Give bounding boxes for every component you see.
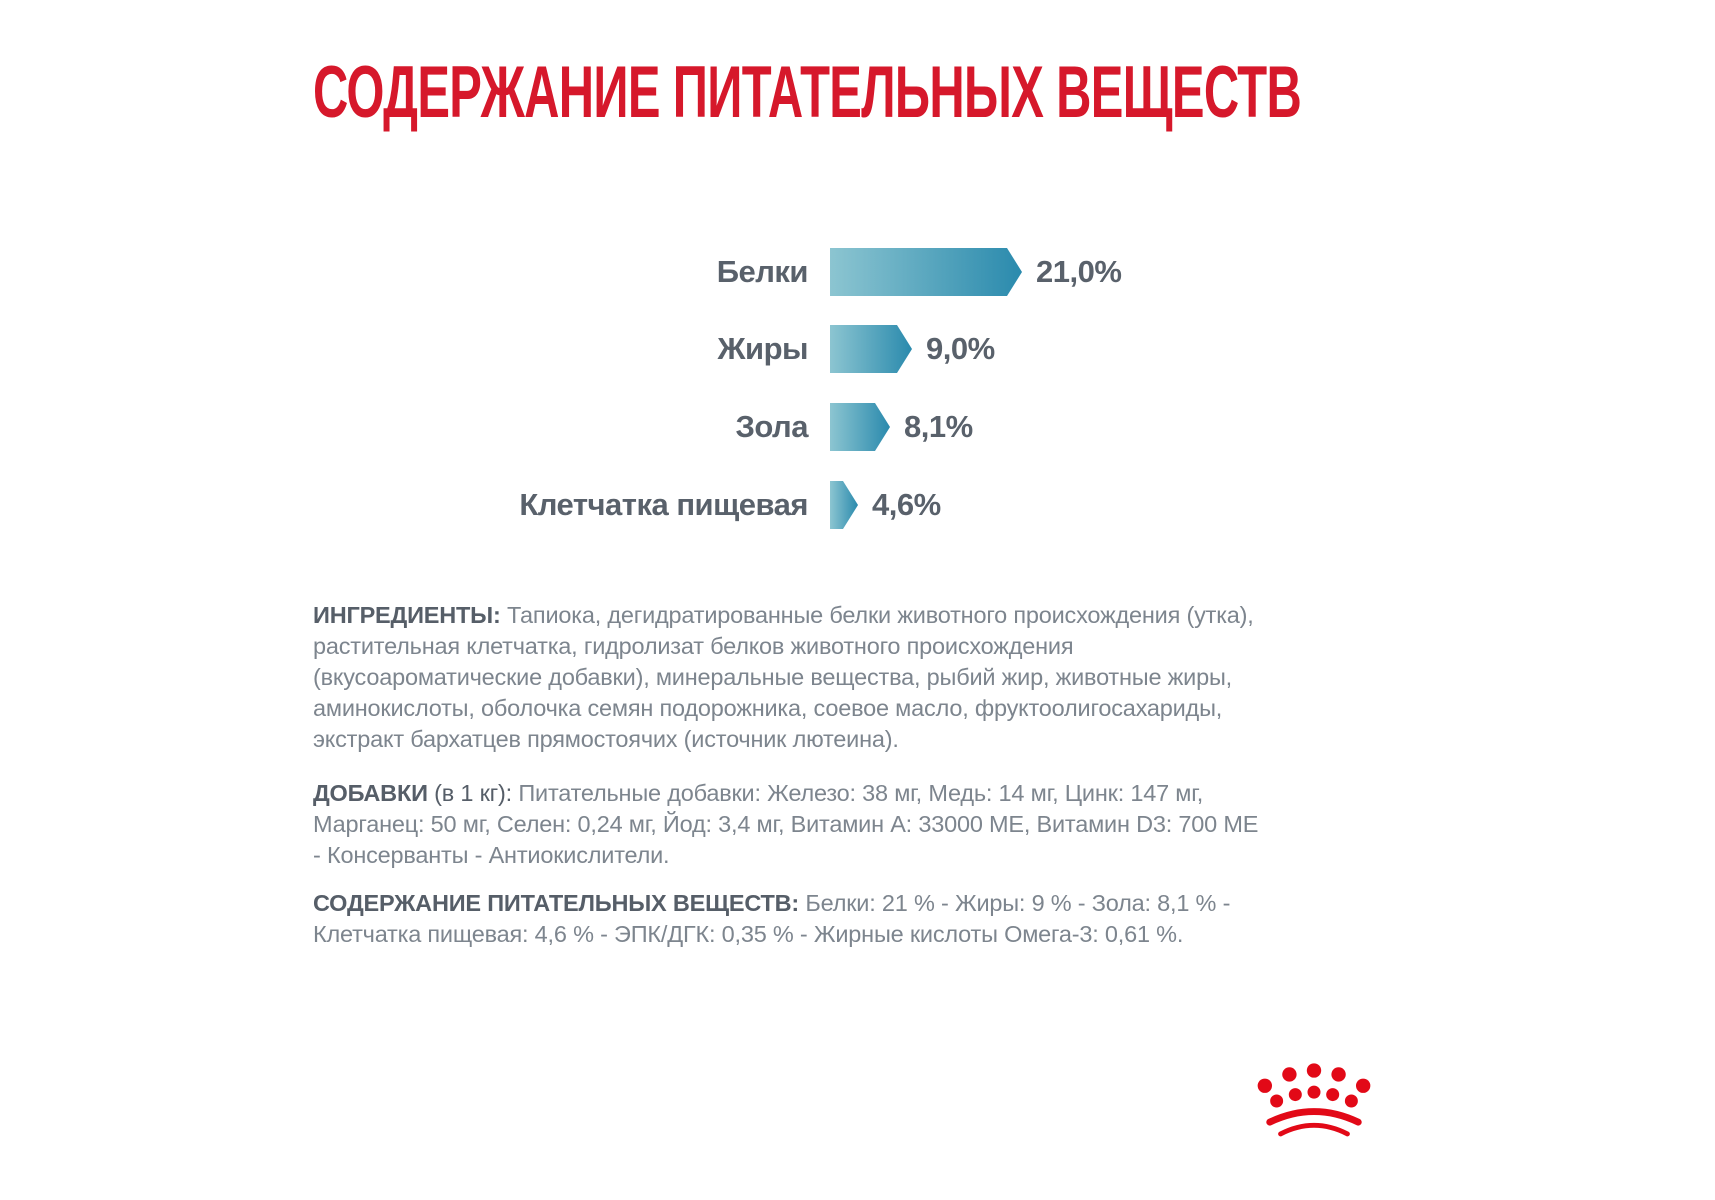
- ingredients-label: ИНГРЕДИЕНТЫ:: [313, 602, 501, 628]
- additives-text: Питательные добавки: Железо: 38 мг, Медь…: [313, 780, 1259, 868]
- page-title-text: СОДЕРЖАНИЕ ПИТАТЕЛЬНЫХ ВЕЩЕСТВ: [313, 52, 1302, 133]
- additives-label: ДОБАВКИ: [313, 780, 428, 806]
- chart-bar-value: 9,0%: [926, 331, 995, 366]
- page-title: СОДЕРЖАНИЕ ПИТАТЕЛЬНЫХ ВЕЩЕСТВ: [313, 52, 1715, 133]
- ingredients-paragraph: ИНГРЕДИЕНТЫ: Тапиока, дегидратированные …: [313, 600, 1263, 755]
- additives-label-suffix: (в 1 кг):: [434, 780, 512, 806]
- chart-bar: [830, 481, 858, 529]
- nutrition-summary-label: СОДЕРЖАНИЕ ПИТАТЕЛЬНЫХ ВЕЩЕСТВ:: [313, 890, 800, 916]
- additives-paragraph: ДОБАВКИ (в 1 кг): Питательные добавки: Ж…: [313, 778, 1263, 871]
- ingredients-text: Тапиока, дегидратированные белки животно…: [313, 602, 1254, 752]
- chart-row: Клетчатка пищевая 4,6%: [313, 481, 941, 529]
- chart-row: Белки 21,0%: [313, 248, 1122, 296]
- chart-bar-value: 8,1%: [904, 409, 973, 444]
- nutrition-summary-text: Белки: 21 % - Жиры: 9 % - Зола: 8,1 % - …: [313, 890, 1231, 947]
- chart-bar: [830, 325, 912, 373]
- chart-row: Жиры 9,0%: [313, 325, 995, 373]
- chart-bar: [830, 403, 890, 451]
- chart-bar-value: 4,6%: [872, 487, 941, 522]
- royal-canin-crown-icon: [1255, 1058, 1373, 1142]
- chart-bar: [830, 248, 1022, 296]
- chart-bar-label: Зола: [735, 409, 808, 444]
- nutrition-summary-paragraph: СОДЕРЖАНИЕ ПИТАТЕЛЬНЫХ ВЕЩЕСТВ: Белки: 2…: [313, 888, 1263, 950]
- chart-row: Зола 8,1%: [313, 403, 973, 451]
- chart-bar-label: Клетчатка пищевая: [519, 487, 808, 522]
- chart-bar-value: 21,0%: [1036, 254, 1122, 289]
- chart-bar-label: Жиры: [717, 331, 809, 366]
- chart-bar-label: Белки: [716, 254, 809, 289]
